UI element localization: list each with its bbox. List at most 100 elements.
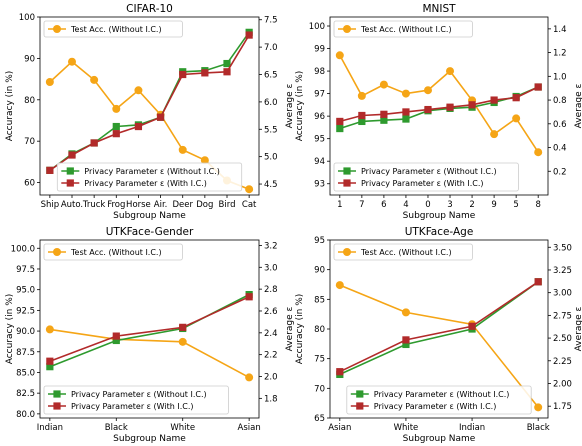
data-point-privacy-2: [46, 357, 54, 365]
data-point-test-acc: [379, 80, 388, 89]
data-point-test-acc: [335, 51, 344, 60]
legend-box: [56, 162, 243, 192]
data-point-privacy-2: [402, 336, 410, 344]
data-point-privacy-1: [380, 116, 388, 124]
chart-title: CIFAR-10: [126, 3, 173, 15]
data-point-test-acc: [45, 77, 54, 86]
data-point-privacy-2: [468, 101, 476, 109]
chart-title: UTKFace-Gender: [106, 226, 194, 238]
x-tick-label: White: [394, 423, 419, 433]
data-point-test-acc: [134, 86, 143, 95]
data-point-privacy-2: [156, 113, 165, 121]
series-line-0: [339, 284, 539, 408]
legend-label: Privacy Parameter ε (With I.C.): [71, 402, 194, 411]
y-axis-label: Accuracy (in %): [5, 294, 15, 365]
x-tick-label: Bird: [219, 200, 236, 210]
y-tick-label: 95: [314, 236, 325, 246]
y2-tick-label: 7.0: [264, 43, 278, 53]
x-tick-label: Dog: [196, 200, 213, 210]
data-point-privacy-1: [112, 122, 120, 131]
x-tick-label: 7: [359, 200, 364, 210]
legend-label: Privacy Parameter ε (With I.C.): [361, 179, 484, 188]
y2-tick-label: 6.5: [264, 71, 278, 81]
series-line-1: [49, 293, 250, 368]
data-point-test-acc: [67, 57, 76, 66]
x-axis-label: Subgroup Name: [113, 211, 186, 221]
y2-tick-label: 0.2: [553, 167, 567, 177]
legend-label: Privacy Parameter ε (Without I.C.): [71, 390, 207, 399]
x-tick-label: 9: [491, 200, 496, 210]
legend: Privacy Parameter ε (Without I.C.) Privac…: [43, 385, 229, 415]
y2-tick-label: 0.8: [553, 96, 567, 106]
data-point-privacy-2: [245, 293, 253, 301]
y-tick-label: 70: [314, 384, 325, 394]
y-tick-label: 65: [314, 414, 325, 424]
x-tick-label: White: [170, 423, 195, 433]
y2-tick-label: 1.4: [553, 25, 567, 35]
series-line-0: [49, 328, 250, 379]
y2-tick-label: 5.0: [264, 153, 278, 163]
y2-axis-label: Average ε: [285, 307, 295, 352]
legend: Privacy Parameter ε (Without I.C.) Privac…: [56, 162, 243, 192]
y-tick-label: 85: [314, 295, 325, 305]
y2-tick-label: 4.5: [264, 180, 278, 190]
data-point-privacy-2: [358, 111, 366, 120]
y2-axis-label: Average ε: [574, 84, 582, 129]
legend-marker: [343, 25, 351, 33]
y-tick-label: 99: [314, 45, 325, 55]
data-point-test-acc: [112, 104, 121, 113]
y-tick-label: 80: [314, 325, 325, 335]
legend-label: Privacy Parameter ε (Without I.C.): [361, 167, 497, 176]
data-point-privacy-2: [90, 139, 98, 147]
legend: Test Acc. (Without I.C.): [333, 20, 473, 38]
y-tick-label: 92.5: [16, 306, 35, 316]
plot-frame: [329, 16, 549, 196]
data-point-privacy-2: [245, 31, 253, 39]
data-point-test-acc: [401, 89, 410, 98]
data-point-privacy-2: [468, 322, 476, 330]
y-tick-label: 97: [314, 90, 325, 100]
panel-0: CIFAR-10 60 70 80 90 100 4.5 5.0 5.5 6.0 6.5 7.0 7.5…: [5, 3, 295, 221]
y-tick-label: 90: [314, 266, 325, 276]
y2-tick-label: 2.50: [553, 334, 572, 344]
y2-tick-label: 2.8: [264, 285, 278, 295]
x-tick-label: Asian: [238, 423, 261, 433]
data-point-test-acc: [45, 325, 54, 334]
y-axis-label: Accuracy (in %): [295, 71, 305, 142]
data-point-privacy-1: [112, 336, 120, 345]
legend-label: Test Acc. (Without I.C.): [360, 25, 452, 34]
x-tick-label: Deer: [172, 200, 193, 210]
y-tick-label: 90: [24, 54, 35, 64]
y-tick-label: 90.0: [16, 327, 35, 337]
legend-marker: [343, 248, 351, 256]
data-point-privacy-2: [134, 122, 143, 131]
y-tick-label: 100: [19, 13, 35, 23]
y-tick-label: 70: [24, 137, 35, 147]
y2-tick-label: 1.75: [553, 402, 572, 412]
data-point-test-acc: [490, 130, 499, 139]
y-tick-label: 95: [314, 135, 325, 145]
panel-2: UTKFace-Gender 80.0 82.5 85.0 87.5 90.0 92.5 95…: [5, 226, 295, 444]
y-axis-label: Accuracy (in %): [295, 294, 305, 365]
panel-3: UTKFace-Age 65 70 75 80 85 90 95 1.75 2.00 2.25 2.5…: [295, 226, 582, 444]
x-tick-label: 3: [447, 200, 452, 210]
legend-marker: [343, 179, 351, 187]
x-tick-label: Horse: [126, 200, 151, 210]
y2-tick-label: 1.8: [264, 394, 278, 404]
y-tick-label: 97.5: [16, 265, 35, 275]
y2-tick-label: 3.2: [264, 241, 278, 251]
y-tick-label: 85.0: [16, 368, 35, 378]
legend-box: [43, 20, 183, 38]
y2-tick-label: 3.25: [553, 266, 572, 276]
y2-tick-label: 3.50: [553, 243, 572, 253]
series-line-2: [339, 281, 539, 373]
x-axis-label: Subgroup Name: [403, 211, 476, 221]
y2-tick-label: 3.00: [553, 289, 572, 299]
legend-marker: [356, 402, 364, 410]
legend-label: Privacy Parameter ε (Without I.C.): [84, 167, 220, 176]
x-tick-label: Indian: [37, 423, 63, 433]
data-point-privacy-2: [112, 332, 120, 340]
series-line-2: [49, 296, 250, 362]
data-point-privacy-2: [46, 166, 54, 174]
y-tick-label: 96: [314, 112, 325, 122]
